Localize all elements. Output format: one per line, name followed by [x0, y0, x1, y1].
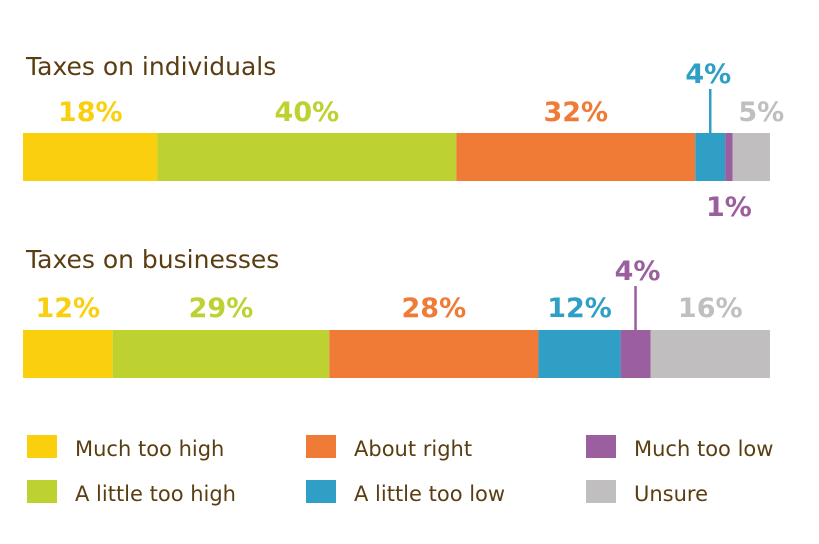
data-label-taxes-on-businesses-a-little-too-low: 12% — [547, 293, 612, 324]
legend-label-unsure: Unsure — [634, 482, 708, 506]
bar-segment-taxes-on-businesses-unsure — [650, 330, 770, 378]
data-label-taxes-on-individuals-much-too-low: 1% — [706, 192, 752, 223]
bar-segment-taxes-on-businesses-a-little-too-high — [112, 330, 330, 378]
legend-swatch-unsure — [586, 480, 616, 503]
bar-segment-taxes-on-individuals-much-too-high — [23, 133, 158, 181]
data-label-taxes-on-individuals-a-little-too-high: 40% — [275, 97, 340, 128]
bar-title-taxes-on-individuals: Taxes on individuals — [25, 52, 276, 81]
legend-label-much-too-high: Much too high — [75, 437, 224, 461]
legend-swatch-a-little-too-low — [306, 480, 336, 503]
labels-layer: Taxes on individuals 18% 40% 32% 4% 1% 5% Taxes… — [25, 52, 784, 330]
legend-label-a-little-too-high: A little too high — [75, 482, 236, 506]
legend-swatch-much-too-high — [27, 435, 57, 458]
data-label-taxes-on-businesses-much-too-high: 12% — [35, 293, 100, 324]
legend-label-much-too-low: Much too low — [634, 437, 773, 461]
data-label-taxes-on-businesses-unsure: 16% — [678, 293, 743, 324]
data-label-taxes-on-individuals-a-little-too-low: 4% — [685, 59, 731, 90]
bar-segment-taxes-on-businesses-much-too-high — [23, 330, 113, 378]
bar-segment-taxes-on-individuals-a-little-too-low — [695, 133, 726, 181]
data-label-taxes-on-businesses-much-too-low: 4% — [615, 256, 661, 287]
bar-segment-taxes-on-individuals-much-too-low — [725, 133, 733, 181]
bar-segment-taxes-on-businesses-about-right — [329, 330, 539, 378]
legend-swatch-much-too-low — [586, 435, 616, 458]
data-label-taxes-on-individuals-much-too-high: 18% — [58, 97, 123, 128]
bars-layer — [23, 133, 770, 378]
data-label-taxes-on-businesses-a-little-too-high: 29% — [189, 293, 254, 324]
bar-segment-taxes-on-businesses-a-little-too-low — [538, 330, 621, 378]
bar-title-taxes-on-businesses: Taxes on businesses — [25, 245, 279, 274]
bar-segment-taxes-on-businesses-much-too-low — [620, 330, 651, 378]
data-label-taxes-on-individuals-about-right: 32% — [543, 97, 608, 128]
data-label-taxes-on-businesses-about-right: 28% — [402, 293, 467, 324]
legend-swatch-a-little-too-high — [27, 480, 57, 503]
legend: Much too high A little too high About righ… — [27, 435, 773, 506]
legend-swatch-about-right — [306, 435, 336, 458]
bar-segment-taxes-on-individuals-unsure — [732, 133, 770, 181]
legend-label-a-little-too-low: A little too low — [354, 482, 505, 506]
bar-segment-taxes-on-individuals-about-right — [456, 133, 696, 181]
data-label-taxes-on-individuals-unsure: 5% — [738, 97, 784, 128]
bar-segment-taxes-on-individuals-a-little-too-high — [157, 133, 457, 181]
legend-label-about-right: About right — [354, 437, 472, 461]
